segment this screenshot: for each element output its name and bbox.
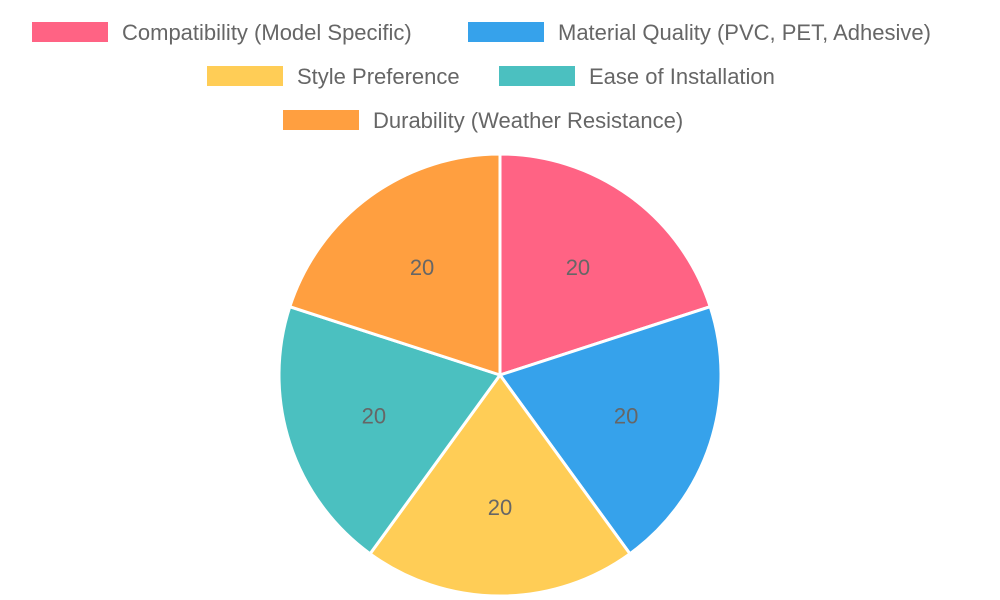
slice-labels: 20 20 20 20 20	[362, 255, 639, 520]
pie-slice-material-quality[interactable]	[498, 305, 723, 556]
legend: Compatibility (Model Specific) Material …	[32, 20, 931, 133]
pie-slice-compatibility[interactable]	[498, 152, 712, 377]
legend-swatch-style-preference[interactable]	[207, 66, 283, 86]
legend-swatch-ease-of-installation[interactable]	[499, 66, 575, 86]
legend-label-durability[interactable]: Durability (Weather Resistance)	[373, 108, 683, 133]
legend-label-style-preference[interactable]: Style Preference	[297, 64, 460, 89]
pie-slice-durability[interactable]	[288, 152, 502, 377]
pie-slice-style-preference[interactable]	[368, 373, 632, 598]
pie-slice-ease-of-installation[interactable]	[277, 305, 502, 556]
slice-label-compatibility: 20	[566, 255, 590, 280]
legend-swatch-material-quality[interactable]	[468, 22, 544, 42]
legend-swatch-durability[interactable]	[283, 110, 359, 130]
slice-label-ease-of-installation: 20	[362, 403, 386, 428]
legend-label-compatibility[interactable]: Compatibility (Model Specific)	[122, 20, 412, 45]
slice-label-style-preference: 20	[488, 495, 512, 520]
legend-label-material-quality[interactable]: Material Quality (PVC, PET, Adhesive)	[558, 20, 931, 45]
slice-label-durability: 20	[410, 255, 434, 280]
legend-label-ease-of-installation[interactable]: Ease of Installation	[589, 64, 775, 89]
legend-swatch-compatibility[interactable]	[32, 22, 108, 42]
slice-label-material-quality: 20	[614, 403, 638, 428]
pie-slices	[277, 152, 723, 598]
